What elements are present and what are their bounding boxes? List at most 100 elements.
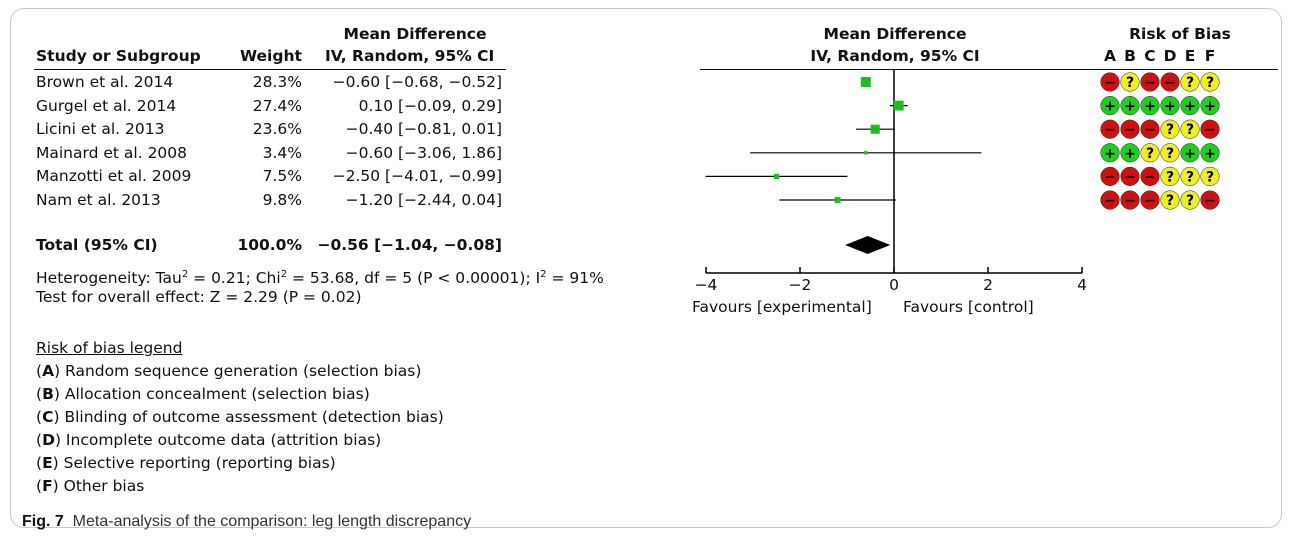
rob-judgement bbox=[1180, 72, 1200, 92]
x-tick-label: 0 bbox=[889, 276, 899, 294]
header-md-top: Mean Difference bbox=[343, 25, 487, 43]
rob-symbol: − bbox=[1104, 169, 1116, 185]
favours-control: Favours [control] bbox=[903, 298, 1034, 316]
risk-of-bias-grid: −? − −? ?+ + + + + +− − −?? −+ +?? + +− − −?? ?− − −?? − bbox=[1100, 72, 1220, 210]
rob-symbol: ? bbox=[1186, 122, 1194, 138]
rob-symbol: ? bbox=[1166, 193, 1174, 209]
legend-item: (A) Random sequence generation (selectio… bbox=[36, 362, 422, 380]
legend-item: (C) Blinding of outcome assessment (dete… bbox=[36, 408, 444, 426]
overall-effect-text: Test for overall effect: Z = 2.29 (P = 0… bbox=[36, 288, 362, 306]
study-ci: −0.60 [−3.06, 1.86] bbox=[345, 143, 502, 162]
rob-symbol: + bbox=[1204, 99, 1216, 115]
rob-judgement bbox=[1200, 72, 1220, 92]
total-diamond bbox=[845, 236, 891, 254]
rob-judgement bbox=[1100, 166, 1120, 186]
rob-judgement bbox=[1120, 119, 1140, 139]
rob-judgement bbox=[1120, 166, 1140, 186]
plot-header-bottom: IV, Random, 95% CI bbox=[810, 47, 980, 65]
header-study: Study or Subgroup bbox=[36, 47, 201, 65]
rob-symbol: ? bbox=[1186, 169, 1194, 185]
rob-judgement bbox=[1140, 166, 1160, 186]
study-name: Nam et al. 2013 bbox=[36, 191, 161, 209]
rob-judgement bbox=[1100, 96, 1120, 116]
rob-symbol: − bbox=[1124, 122, 1136, 138]
rob-symbol: + bbox=[1184, 146, 1196, 162]
rob-judgement bbox=[1180, 166, 1200, 186]
study-weight: 28.3% bbox=[252, 73, 302, 91]
rob-judgement bbox=[1200, 143, 1220, 163]
rob-judgement bbox=[1100, 119, 1120, 139]
rob-judgement bbox=[1120, 190, 1140, 210]
study-ci: −2.50 [−4.01, −0.99] bbox=[332, 167, 502, 186]
study-weight: 7.5% bbox=[262, 167, 302, 186]
x-tick-label: 2 bbox=[983, 276, 993, 294]
study-name: Manzotti et al. 2009 bbox=[36, 167, 192, 186]
rob-symbol: ? bbox=[1186, 75, 1194, 91]
rob-judgement bbox=[1200, 96, 1220, 116]
rob-symbol: − bbox=[1144, 193, 1156, 209]
total-weight: 100.0% bbox=[237, 236, 302, 254]
rob-symbol: ? bbox=[1126, 75, 1134, 91]
rob-judgement bbox=[1160, 72, 1180, 92]
rob-symbol: ? bbox=[1186, 193, 1194, 209]
rob-judgement bbox=[1100, 72, 1120, 92]
forest-plot: −4 −2 0 2 4 bbox=[695, 70, 1087, 294]
rob-letter: E bbox=[1184, 47, 1196, 65]
study-ci: −0.40 [−0.81, 0.01] bbox=[345, 120, 502, 139]
rob-symbol: − bbox=[1144, 169, 1156, 185]
study-name: Mainard et al. 2008 bbox=[36, 143, 188, 162]
rob-symbol: − bbox=[1144, 75, 1156, 91]
header-rule-table bbox=[34, 69, 506, 70]
rob-symbol: + bbox=[1104, 146, 1116, 162]
study-ci: 0.10 [−0.09, 0.29] bbox=[358, 96, 502, 115]
x-tick-label: −2 bbox=[789, 276, 812, 294]
rob-judgement bbox=[1200, 119, 1220, 139]
study-ci: −1.20 [−2.44, 0.04] bbox=[345, 191, 502, 209]
rob-symbol: + bbox=[1124, 146, 1136, 162]
figure-caption: Fig. 7 Meta-analysis of the comparison: … bbox=[22, 513, 472, 530]
rob-symbol: ? bbox=[1166, 122, 1174, 138]
rob-letter: C bbox=[1144, 47, 1156, 65]
rob-symbol: − bbox=[1124, 169, 1136, 185]
rob-judgement bbox=[1160, 119, 1180, 139]
rob-symbol: − bbox=[1204, 122, 1216, 138]
x-tick-label: 4 bbox=[1077, 276, 1087, 294]
legend-title: Risk of bias legend bbox=[36, 339, 183, 357]
rob-symbol: − bbox=[1104, 75, 1116, 91]
rob-judgement bbox=[1140, 96, 1160, 116]
rob-symbol: + bbox=[1104, 99, 1116, 115]
legend-item: (B) Allocation concealment (selection bi… bbox=[36, 385, 370, 403]
plot-header-top: Mean Difference bbox=[823, 25, 967, 43]
header-rule-plot bbox=[700, 69, 1278, 70]
x-tick-label: −4 bbox=[695, 276, 718, 294]
legend-item: (F) Other bias bbox=[36, 477, 145, 495]
rob-symbol: ? bbox=[1166, 169, 1174, 185]
rob-judgement bbox=[1140, 72, 1160, 92]
rob-letter: F bbox=[1204, 47, 1216, 65]
rob-symbol: − bbox=[1104, 193, 1116, 209]
rob-judgement bbox=[1160, 96, 1180, 116]
study-effect-marker bbox=[773, 173, 780, 179]
study-name: Licini et al. 2013 bbox=[36, 120, 165, 139]
header-weight: Weight bbox=[240, 47, 302, 65]
rob-symbol: + bbox=[1164, 99, 1176, 115]
rob-judgement bbox=[1180, 96, 1200, 116]
rob-symbol: − bbox=[1164, 75, 1176, 91]
rob-letter: A bbox=[1104, 47, 1116, 65]
study-weight: 9.8% bbox=[262, 191, 302, 209]
study-weight: 3.4% bbox=[262, 143, 302, 162]
heterogeneity-text: Heterogeneity: Tau2 = 0.21; Chi2 = 53.68… bbox=[36, 269, 604, 288]
rob-judgement bbox=[1180, 190, 1200, 210]
rob-judgement bbox=[1160, 190, 1180, 210]
study-weight: 23.6% bbox=[252, 120, 302, 139]
study-effect-marker bbox=[834, 197, 841, 203]
rob-judgement bbox=[1160, 143, 1180, 163]
header-md-bottom: IV, Random, 95% CI bbox=[325, 47, 495, 65]
total-label: Total (95% CI) bbox=[36, 236, 158, 254]
rob-judgement bbox=[1120, 143, 1140, 163]
rob-symbol: ? bbox=[1206, 169, 1214, 185]
rob-judgement bbox=[1200, 190, 1220, 210]
study-name: Brown et al. 2014 bbox=[36, 73, 174, 91]
study-name: Gurgel et al. 2014 bbox=[36, 96, 177, 115]
rob-symbol: ? bbox=[1146, 146, 1154, 162]
